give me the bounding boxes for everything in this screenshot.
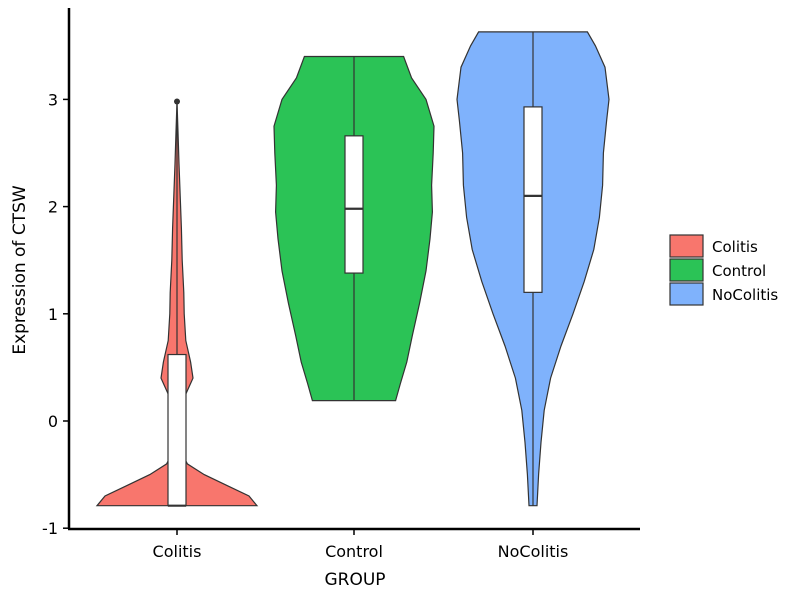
box-control	[345, 136, 363, 273]
legend: Colitis Control NoColitis	[670, 235, 778, 305]
legend-swatch-control	[670, 259, 703, 281]
x-axis-title: GROUP	[324, 570, 385, 590]
y-tick-label: -1	[42, 519, 58, 538]
y-axis-title: Expression of CTSW	[10, 185, 30, 355]
legend-label-nocolitis: NoColitis	[712, 286, 778, 304]
x-tick-label: Control	[325, 542, 383, 561]
legend-swatch-nocolitis	[670, 283, 703, 305]
box-nocolitis	[524, 107, 542, 292]
y-tick-label: 1	[48, 305, 58, 324]
box-colitis	[168, 355, 186, 506]
x-tick-label: NoColitis	[498, 542, 569, 561]
outlier-colitis-0	[174, 99, 180, 105]
violin-layer	[97, 32, 609, 506]
x-tick-label: Colitis	[153, 542, 202, 561]
y-tick-label: 0	[48, 412, 58, 431]
legend-label-control: Control	[712, 262, 766, 280]
legend-label-colitis: Colitis	[712, 238, 758, 256]
y-tick-label: 2	[48, 198, 58, 217]
y-tick-label: 3	[48, 90, 58, 109]
legend-swatch-colitis	[670, 235, 703, 257]
